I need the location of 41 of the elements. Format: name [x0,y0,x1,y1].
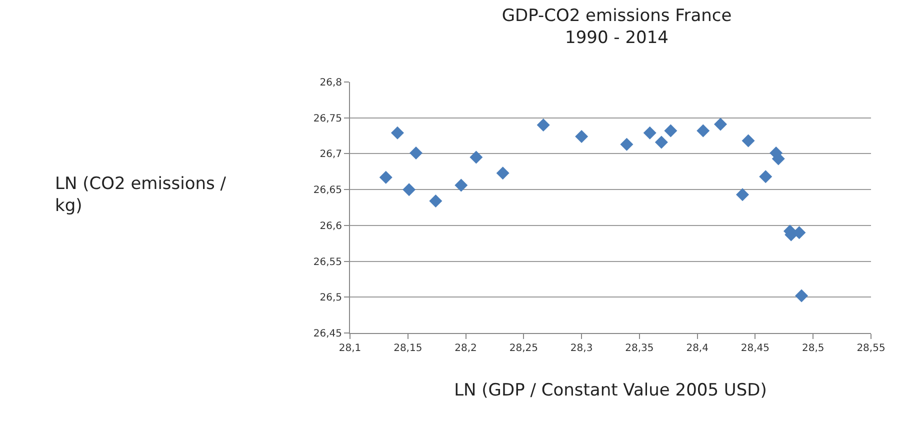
point [759,170,772,184]
point [429,194,442,208]
x-tick-label: 28,25 [509,343,538,354]
x-tick-label: 28,5 [802,343,824,354]
point [696,124,710,138]
point [736,188,749,202]
point [390,126,404,140]
point [742,134,755,148]
y-tick-label: 26,5 [320,292,342,304]
point [643,126,656,140]
x-tick-label: 28,3 [570,343,593,354]
y-tick-label: 26,8 [320,78,342,88]
x-tick-label: 28,45 [740,343,770,354]
point [454,178,468,192]
x-tick-label: 28,4 [686,343,708,354]
point [496,166,510,180]
point [470,150,483,164]
point [575,130,588,143]
y-tick-label: 26,75 [313,113,342,124]
y-tick-label: 26,7 [320,149,342,160]
point [795,289,808,302]
x-tick-label: 28,35 [625,343,654,354]
point [714,118,727,131]
point [379,170,392,184]
point [620,138,634,151]
point [409,146,422,160]
point [654,136,668,149]
point [402,183,416,196]
x-tick-label: 28,15 [394,343,422,354]
y-tick-label: 26,6 [320,220,342,232]
x-tick-label: 28,55 [856,343,886,354]
y-tick-label: 26,65 [313,185,342,196]
point [536,118,550,132]
x-tick-label: 28,1 [338,343,362,354]
text: LN (CO2 emissions / kg) [55,174,226,216]
x-axis-title: LN (GDP / Constant Value 2005 USD) [454,380,767,400]
point [664,124,678,138]
chart-title: GDP-CO2 emissions France 1990 - 2014 [502,6,732,48]
y-tick-label: 26,45 [313,328,342,340]
x-tick-label: 28,2 [454,343,477,354]
y-tick-label: 26,55 [313,256,342,268]
